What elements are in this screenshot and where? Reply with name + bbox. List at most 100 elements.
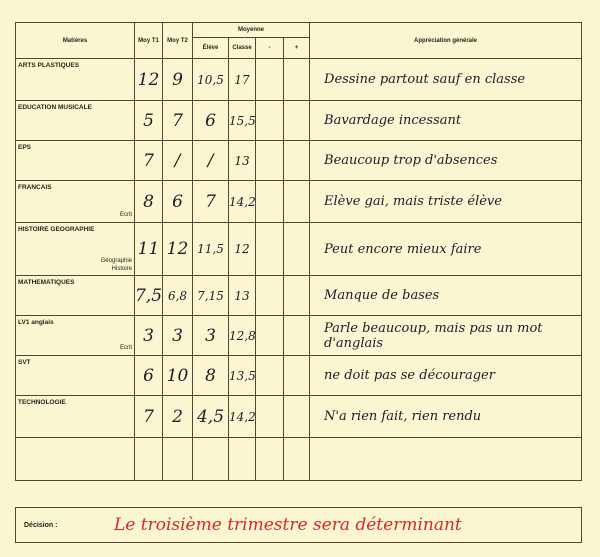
subject-name: ARTS PLASTIQUES: [18, 62, 80, 69]
subject-cell: EDUCATION MUSICALE: [15, 100, 135, 141]
appreciation: Peut encore mieux faire: [309, 222, 582, 276]
decision-text: Le troisième trimestre sera déterminant: [114, 515, 462, 535]
subject-name: LV1 anglais: [18, 319, 54, 326]
grade-t1: 3: [134, 315, 163, 356]
table-row: HISTOIRE GEOGRAPHIE Géographie Histoire 1…: [15, 222, 582, 276]
grade-t2: /: [162, 140, 193, 181]
grade-eleve: 7: [192, 180, 229, 223]
grade-t1: 7: [134, 140, 163, 181]
subject-cell: LV1 anglais Ecrit: [15, 315, 135, 356]
grade-eleve: 8: [192, 355, 229, 396]
grade-eleve: 11,5: [192, 222, 229, 276]
decision-label: Décision :: [24, 521, 58, 529]
subject-name: FRANCAIS: [18, 184, 52, 191]
grade-classe: 15,5: [228, 100, 256, 141]
grade-t2: 12: [162, 222, 193, 276]
grade-classe: 12: [228, 222, 256, 276]
grade-max: [282, 180, 311, 223]
grade-eleve: /: [192, 140, 229, 181]
subject-name: EDUCATION MUSICALE: [18, 104, 92, 111]
header-minus: -: [255, 37, 284, 59]
grade-min: [255, 355, 284, 396]
grade-min: [255, 180, 284, 223]
grade-min: [255, 140, 284, 181]
table-row: FRANCAIS Ecrit 8 6 7 14,2 Elève gai, mais…: [15, 180, 582, 223]
grade-classe: 13: [228, 275, 256, 316]
header-moyenne: Moyenne: [191, 22, 311, 38]
grade-max: [282, 58, 311, 101]
header-plus: +: [282, 37, 311, 59]
subject-cell: HISTOIRE GEOGRAPHIE Géographie Histoire: [15, 222, 135, 276]
header-t2: Moy T2: [162, 22, 193, 59]
appreciation: N'a rien fait, rien rendu: [309, 395, 582, 438]
appreciation: ne doit pas se décourager: [309, 355, 582, 396]
header-classe: Classe: [228, 37, 256, 59]
grade-t2: 10: [162, 355, 193, 396]
grade-t1: 5: [134, 100, 163, 141]
table-row: LV1 anglais Ecrit 3 3 3 12,8 Parle beauco…: [15, 315, 582, 356]
header-subject: Matières: [15, 22, 135, 59]
subject-cell: FRANCAIS Ecrit: [15, 180, 135, 223]
grade-t1: 6: [134, 355, 163, 396]
grade-t2: 6: [162, 180, 193, 223]
table-row: MATHEMATIQUES 7,5 6,8 7,15 13 Manque de …: [15, 275, 582, 316]
table-row: EPS 7 / / 13 Beaucoup trop d'absences: [15, 140, 582, 181]
grade-t1: 8: [134, 180, 163, 223]
grade-t2: 6,8: [162, 275, 193, 316]
grades-table: Matières Moy T1 Moy T2 Moyenne Appréciat…: [15, 22, 582, 481]
appreciation: Bavardage incessant: [309, 100, 582, 141]
grade-eleve: 10,5: [192, 58, 229, 101]
grade-max: [282, 140, 311, 181]
grade-t1: 12: [134, 58, 163, 101]
subject-name: MATHEMATIQUES: [18, 279, 75, 286]
grade-t2: 9: [162, 58, 193, 101]
grade-eleve: 3: [192, 315, 229, 356]
grade-eleve: 4,5: [192, 395, 229, 438]
appreciation: Parle beaucoup, mais pas un mot d'anglai…: [309, 315, 582, 356]
grade-classe: 13,5: [228, 355, 256, 396]
grade-classe: 14,2: [228, 180, 256, 223]
grade-eleve: 6: [192, 100, 229, 141]
header-eleve: Élève: [192, 37, 229, 59]
grade-eleve: 7,15: [192, 275, 229, 316]
header-appreciation: Appréciation générale: [309, 22, 582, 59]
grade-max: [282, 275, 311, 316]
grade-max: [282, 355, 311, 396]
grade-min: [255, 315, 284, 356]
subject-cell: ARTS PLASTIQUES: [15, 58, 135, 101]
subject-name: TECHNOLOGIE: [18, 399, 66, 406]
grade-t2: 2: [162, 395, 193, 438]
appreciation: Elève gai, mais triste élève: [309, 180, 582, 223]
grade-classe: 12,8: [228, 315, 256, 356]
appreciation: Dessine partout sauf en classe: [309, 58, 582, 101]
table-row: SVT 6 10 8 13,5 ne doit pas se décourage…: [15, 355, 582, 396]
subject-name: HISTOIRE GEOGRAPHIE: [18, 226, 95, 233]
grade-max: [282, 395, 311, 438]
appreciation: Beaucoup trop d'absences: [309, 140, 582, 181]
subject-subcategory: Ecrit: [120, 345, 132, 351]
subject-cell: TECHNOLOGIE: [15, 395, 135, 438]
grade-t1: 7,5: [134, 275, 163, 316]
subject-cell: EPS: [15, 140, 135, 181]
appreciation: Manque de bases: [309, 275, 582, 316]
grade-t2: 3: [162, 315, 193, 356]
grade-t1: 11: [134, 222, 163, 276]
grade-min: [255, 100, 284, 141]
grade-t2: 7: [162, 100, 193, 141]
grade-max: [282, 315, 311, 356]
grade-min: [255, 222, 284, 276]
table-row: TECHNOLOGIE 7 2 4,5 14,2 N'a rien fait, …: [15, 395, 582, 438]
subject-cell: MATHEMATIQUES: [15, 275, 135, 316]
grade-classe: 13: [228, 140, 256, 181]
subject-name: EPS: [18, 144, 32, 151]
subject-subcategory: Géographie Histoire: [100, 258, 132, 272]
grade-t1: 7: [134, 395, 163, 438]
grade-max: [282, 100, 311, 141]
subject-subcategory: Ecrit: [120, 212, 132, 218]
table-row: EDUCATION MUSICALE 5 7 6 15,5 Bavardage …: [15, 100, 582, 141]
decision-box: Décision : Le troisième trimestre sera d…: [15, 507, 582, 543]
table-row: ARTS PLASTIQUES 12 9 10,5 17 Dessine par…: [15, 58, 582, 101]
grade-min: [255, 395, 284, 438]
empty-row: [15, 437, 582, 481]
grade-classe: 14,2: [228, 395, 256, 438]
